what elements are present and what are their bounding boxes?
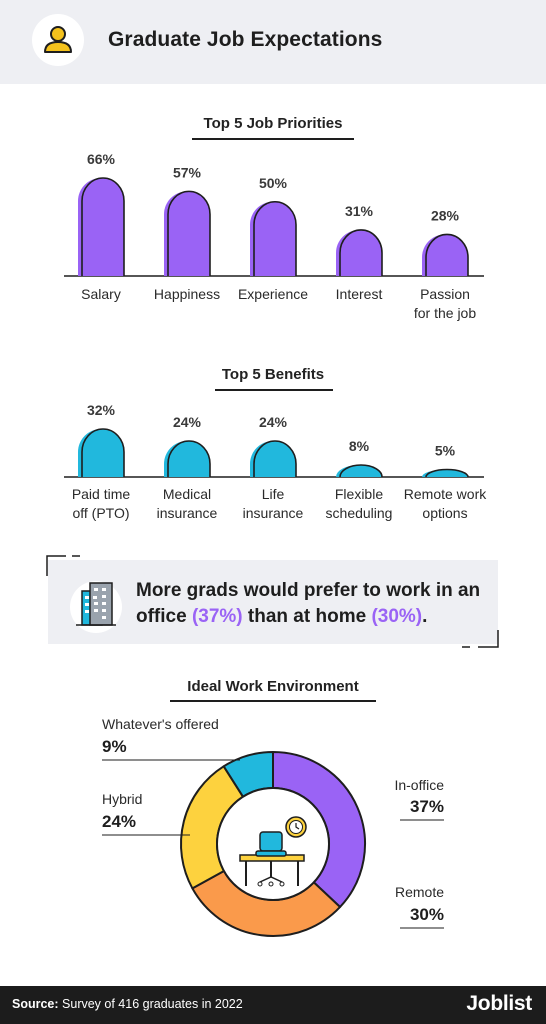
slice-name-label: In-office	[394, 777, 444, 793]
source-label: Source:	[12, 997, 59, 1011]
callout-highlight-office: (37%)	[191, 606, 243, 627]
bar-outline	[339, 229, 383, 276]
bar-outline	[81, 177, 125, 276]
bar	[250, 441, 296, 477]
bar-value-label: 24%	[173, 414, 202, 430]
benefits-chart: 32% Paid time off (PTO) 24% Medical insurance…	[64, 402, 487, 521]
bar-outline	[81, 428, 125, 477]
callout-text-3: .	[422, 606, 428, 627]
bar	[78, 178, 124, 276]
bar	[422, 234, 468, 276]
bar-outline	[167, 440, 211, 477]
category-label: for the job	[414, 305, 476, 321]
bar-outline	[253, 440, 297, 477]
slice-name-label: Hybrid	[102, 791, 142, 807]
category-label: scheduling	[326, 505, 393, 521]
slice-value-label: 37%	[410, 797, 444, 816]
header: Graduate Job Expectations	[0, 0, 546, 84]
category-label: Experience	[238, 286, 308, 302]
priorities-chart: 66% Salary 57% Happiness 50% Experience 31% Int…	[64, 151, 484, 321]
bar-outline	[425, 233, 469, 276]
bar	[336, 229, 382, 276]
environment-title: Ideal Work Environment	[187, 678, 359, 695]
bar-value-label: 32%	[87, 402, 116, 418]
environment-donut-chart: In-office 37% Remote 30% Hybrid 24% Whatever's…	[102, 716, 444, 937]
bar-value-label: 8%	[349, 438, 370, 454]
office-building-icon	[70, 581, 122, 633]
category-label: insurance	[243, 505, 304, 521]
bar	[78, 429, 124, 477]
slice-value-label: 24%	[102, 812, 136, 831]
bar-outline	[425, 468, 469, 478]
callout-text-1: More grads would prefer to work in an of…	[136, 580, 481, 627]
brand-logo: Joblist	[466, 992, 532, 1015]
clock-icon	[285, 816, 307, 838]
slice-value-label: 30%	[410, 905, 444, 924]
bar-outline	[339, 464, 383, 478]
category-label: Flexible	[335, 486, 383, 502]
callout-corner-marks	[46, 555, 499, 648]
bar-value-label: 31%	[345, 203, 374, 219]
footer	[0, 986, 546, 1024]
page-title: Graduate Job Expectations	[108, 28, 383, 51]
bar-value-label: 50%	[259, 175, 288, 191]
bar	[164, 191, 210, 276]
benefits-title: Top 5 Benefits	[221, 366, 325, 383]
category-label: off (PTO)	[72, 505, 129, 521]
category-label: options	[422, 505, 467, 521]
priorities-title-rule	[192, 138, 354, 140]
bar-outline	[253, 201, 297, 276]
category-label: Remote work	[404, 486, 487, 502]
bar-value-label: 28%	[431, 207, 460, 223]
bar-value-label: 66%	[87, 151, 116, 167]
category-label: Interest	[336, 286, 383, 302]
category-label: Life	[262, 486, 285, 502]
bar-outline	[167, 190, 211, 276]
slice-name-label: Whatever's offered	[102, 716, 219, 732]
callout-highlight-home: (30%)	[371, 606, 423, 627]
benefits-title-rule	[215, 389, 333, 391]
category-label: Salary	[81, 286, 121, 302]
callout-text-2: than at home	[242, 606, 372, 627]
category-label: Medical	[163, 486, 211, 502]
category-label: Paid time	[72, 486, 131, 502]
bar	[164, 441, 210, 477]
desk-chair-icon	[239, 831, 305, 887]
source-text: Survey of 416 graduates in 2022	[62, 997, 243, 1011]
source-note: Source: Survey of 416 graduates in 2022	[12, 997, 243, 1011]
slice-name-label: Remote	[395, 884, 444, 900]
slice-value-label: 9%	[102, 737, 127, 756]
avatar	[32, 14, 84, 66]
callout-text: More grads would prefer to work in an of…	[136, 578, 496, 630]
environment-title-rule	[170, 700, 376, 702]
category-label: insurance	[157, 505, 218, 521]
bar-value-label: 5%	[435, 443, 456, 459]
user-icon	[44, 26, 72, 53]
category-label: Happiness	[154, 286, 220, 302]
bar-value-label: 24%	[259, 414, 288, 430]
priorities-title: Top 5 Job Priorities	[203, 115, 343, 132]
bar	[250, 201, 296, 276]
bar-value-label: 57%	[173, 164, 202, 180]
category-label: Passion	[420, 286, 470, 302]
callout-box	[48, 560, 498, 644]
